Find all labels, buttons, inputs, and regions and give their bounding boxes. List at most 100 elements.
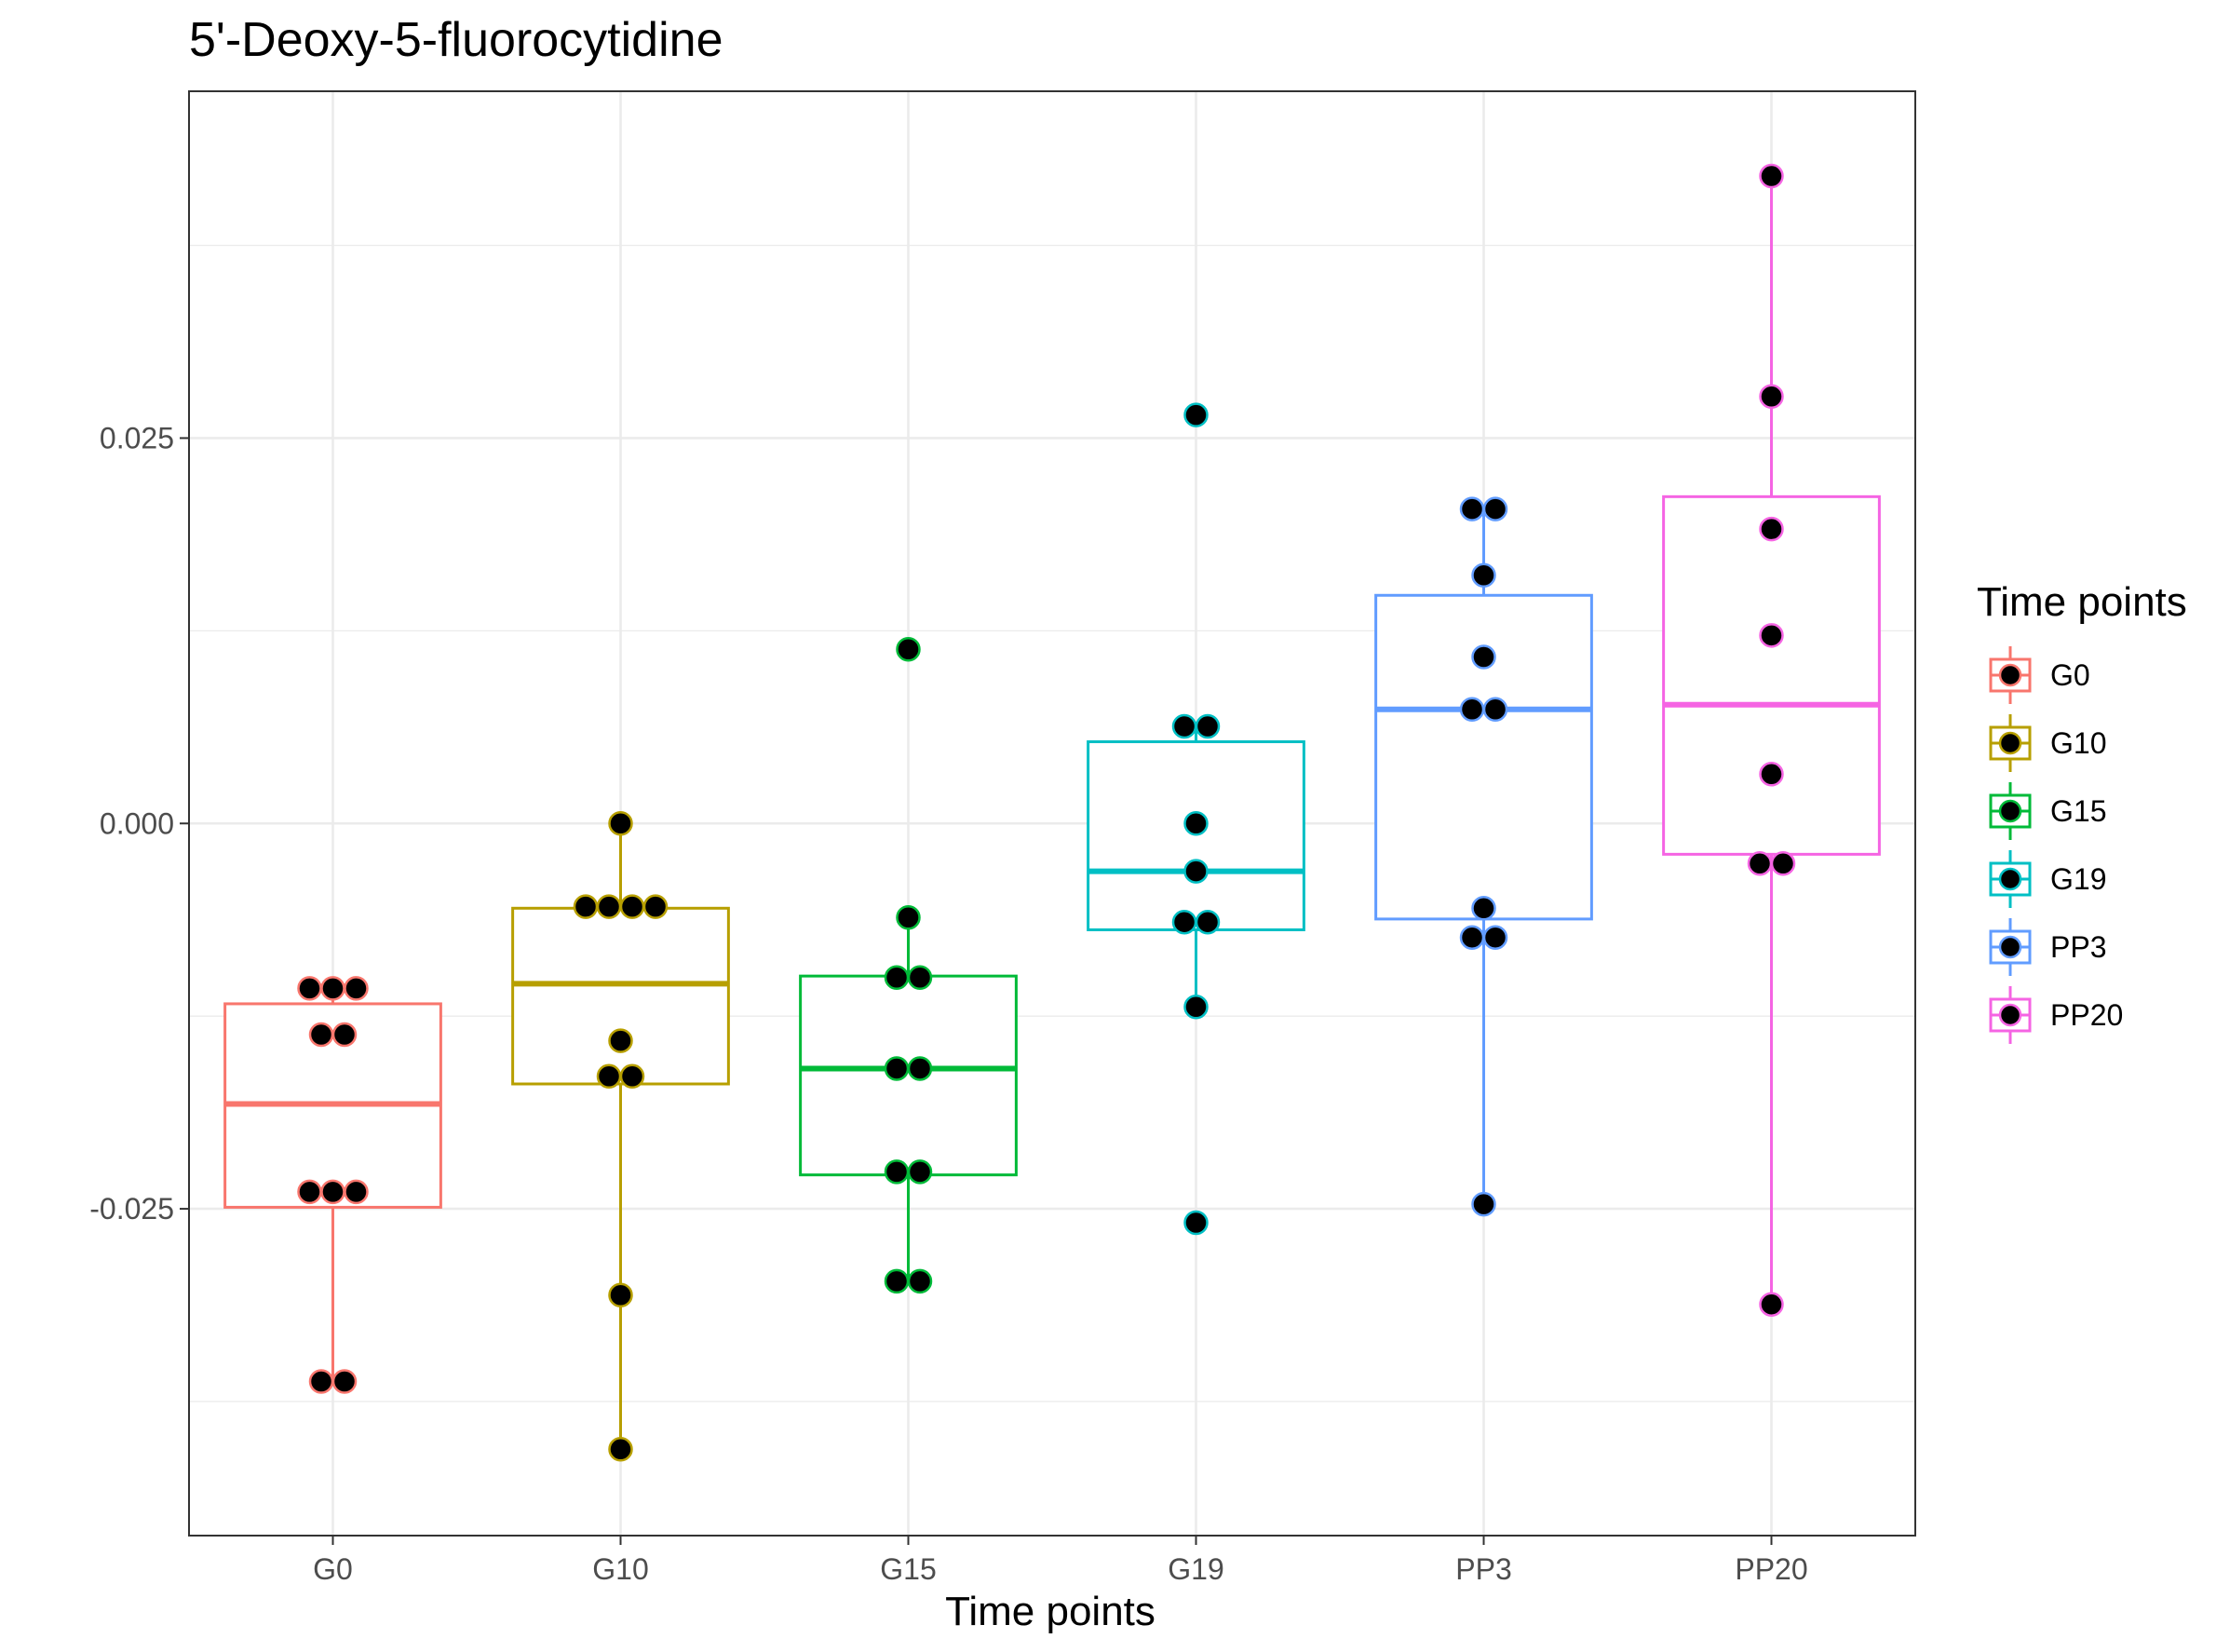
data-point — [320, 976, 345, 1001]
data-point — [1471, 644, 1496, 670]
data-point — [573, 894, 599, 919]
legend-label: G19 — [2050, 862, 2106, 896]
data-point — [1459, 925, 1485, 951]
legend-label: G0 — [2050, 658, 2090, 692]
x-tick-label: PP20 — [1735, 1552, 1807, 1586]
data-point — [1759, 163, 1784, 189]
x-axis-title: Time points — [945, 1589, 1156, 1634]
data-point — [1171, 909, 1197, 935]
data-point — [596, 894, 622, 919]
data-point — [344, 976, 369, 1001]
data-point — [1770, 851, 1796, 876]
legend-key-point — [1998, 731, 2022, 755]
data-point — [1183, 1210, 1209, 1236]
panel-border — [188, 90, 1916, 1537]
data-point — [896, 904, 921, 930]
data-point — [1195, 909, 1221, 935]
legend-item: PP20 — [1989, 986, 2123, 1044]
data-point — [884, 965, 910, 991]
data-point — [297, 976, 322, 1001]
data-point — [907, 1268, 933, 1294]
data-point — [1759, 762, 1784, 787]
data-point — [1183, 811, 1209, 836]
data-point — [1195, 713, 1221, 739]
plot-marks — [223, 163, 1881, 1462]
legend-label: PP20 — [2050, 998, 2123, 1032]
data-point — [608, 1282, 633, 1308]
box — [799, 974, 1018, 1177]
data-point — [1471, 896, 1496, 921]
data-point — [1482, 496, 1508, 521]
x-tick-label: G15 — [880, 1552, 936, 1586]
legend-label: G10 — [2050, 726, 2106, 760]
legend-key-point — [1998, 663, 2022, 687]
data-point — [297, 1179, 322, 1205]
data-point — [308, 1369, 334, 1394]
legend-item: G15 — [1989, 782, 2106, 840]
data-point — [1459, 496, 1485, 521]
data-point — [884, 1268, 910, 1294]
legend: Time points G0 G10 G15 G19 PP3 PP20 — [1977, 579, 2187, 1044]
box-group — [1087, 402, 1305, 1236]
legend-label: PP3 — [2050, 930, 2106, 964]
box-group — [223, 976, 442, 1394]
y-tick-label: -0.025 — [89, 1192, 174, 1225]
x-tick-label: PP3 — [1455, 1552, 1511, 1586]
data-point — [907, 1159, 933, 1185]
data-point — [1759, 384, 1784, 409]
data-point — [1183, 859, 1209, 884]
box-group — [799, 636, 1018, 1294]
x-tick-label: G0 — [313, 1552, 353, 1586]
box — [511, 906, 730, 1086]
box-group — [511, 811, 730, 1462]
data-point — [642, 894, 669, 919]
legend-key-point — [1998, 1003, 2022, 1027]
chart-title: 5'-Deoxy-5-fluorocytidine — [189, 13, 723, 67]
data-point — [1471, 562, 1496, 589]
data-point — [1747, 851, 1773, 876]
data-point — [884, 1056, 910, 1081]
box-group — [1662, 163, 1881, 1317]
data-point — [884, 1159, 910, 1185]
data-point — [344, 1179, 369, 1205]
box — [1662, 494, 1881, 856]
legend-title: Time points — [1977, 579, 2187, 625]
legend-item: G19 — [1989, 850, 2106, 908]
legend-key-point — [1998, 799, 2022, 823]
y-tick-label: 0.000 — [100, 806, 174, 840]
data-point — [619, 1063, 645, 1089]
legend-item: PP3 — [1989, 918, 2106, 976]
x-tick-label: G19 — [1168, 1552, 1223, 1586]
data-point — [1759, 516, 1784, 542]
plot-panel — [188, 90, 1916, 1537]
x-tick-label: G10 — [592, 1552, 648, 1586]
data-point — [608, 1028, 633, 1053]
data-point — [896, 636, 921, 662]
data-point — [596, 1063, 622, 1089]
data-point — [1171, 713, 1197, 739]
data-point — [331, 1022, 358, 1048]
legend-item: G10 — [1989, 714, 2106, 772]
data-point — [1471, 1191, 1496, 1217]
data-point — [308, 1022, 334, 1048]
data-point — [331, 1369, 358, 1394]
axes: -0.025 0.000 0.025 G0 G10 G15 G19 PP3 PP20 — [89, 421, 1807, 1586]
data-point — [608, 1437, 633, 1462]
legend-label: G15 — [2050, 794, 2106, 828]
data-point — [619, 894, 645, 919]
data-point — [1759, 623, 1784, 648]
data-point — [907, 1056, 933, 1081]
data-point — [608, 811, 633, 836]
data-point — [1482, 925, 1508, 951]
box — [1374, 593, 1593, 921]
data-point — [1183, 402, 1209, 427]
box-group — [1374, 496, 1593, 1217]
data-point — [1459, 697, 1485, 723]
data-point — [1183, 994, 1209, 1020]
data-point — [1482, 697, 1508, 723]
data-point — [1759, 1292, 1784, 1317]
panel-background — [189, 91, 1915, 1536]
legend-key-point — [1998, 867, 2022, 891]
data-point — [320, 1179, 345, 1205]
